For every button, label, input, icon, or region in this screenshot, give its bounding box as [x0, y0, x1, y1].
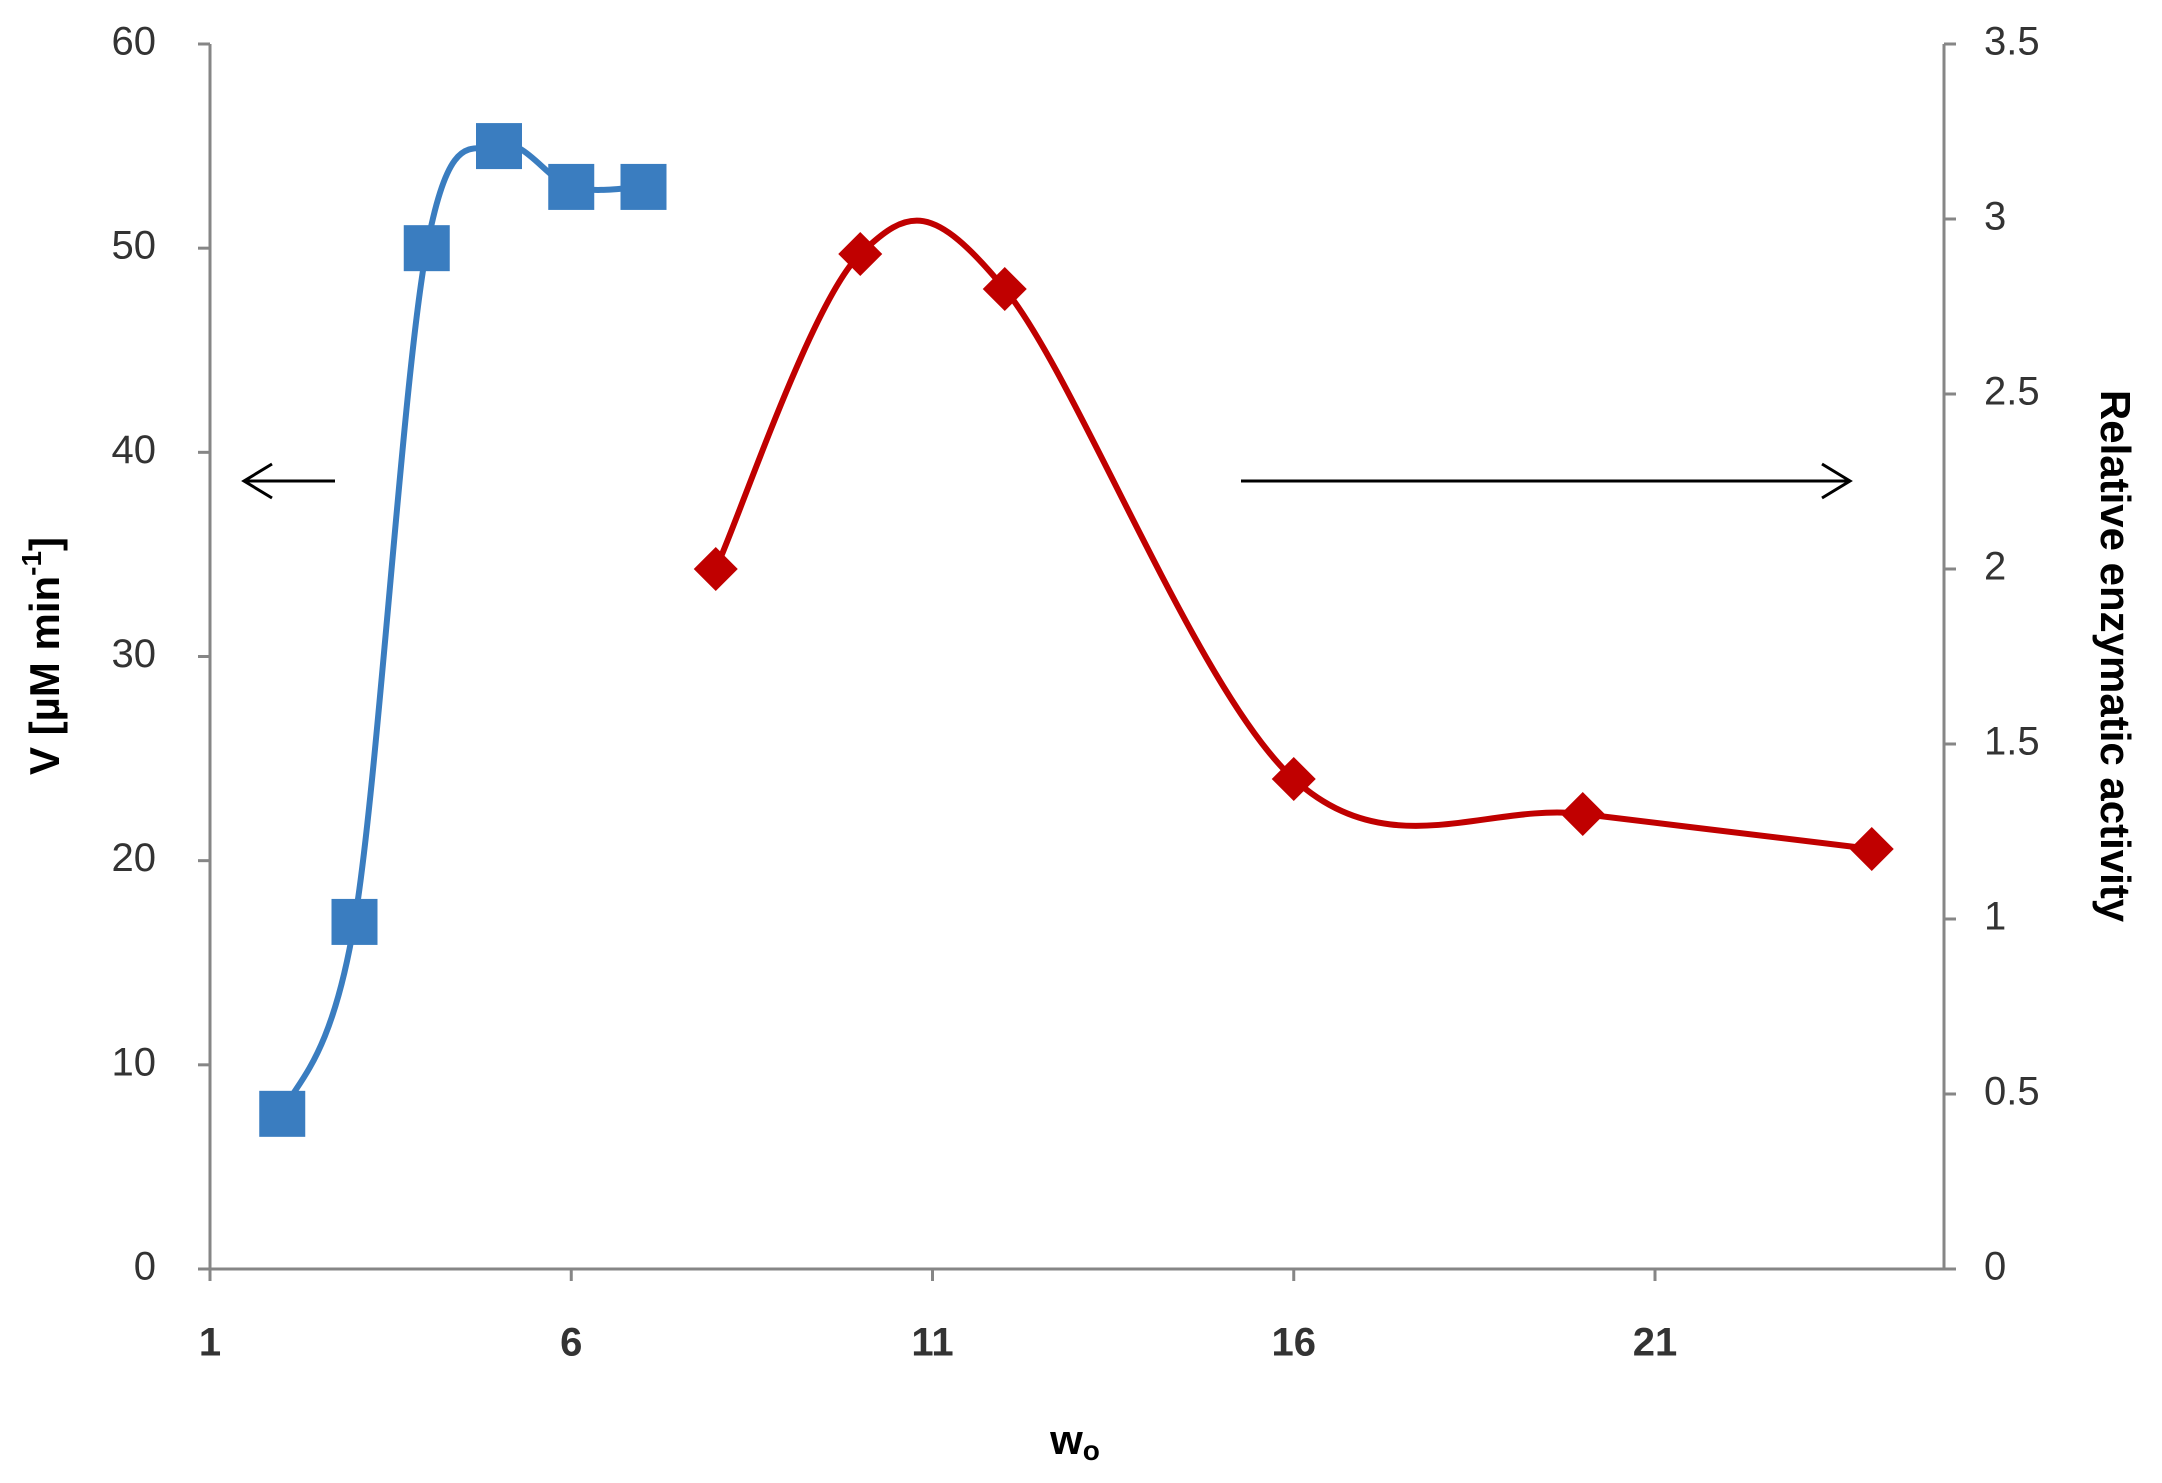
x-tick-label: 21 [1633, 1321, 1678, 1365]
y2-tick-label: 1 [1984, 895, 2006, 939]
y-label-text: V [µM min [21, 576, 68, 775]
marker [1560, 792, 1605, 836]
y2-tick-label: 0 [1984, 1245, 2006, 1289]
marker [476, 123, 522, 170]
y-tick-label: 20 [112, 836, 157, 880]
y2-tick-label: 3.5 [1984, 20, 2040, 64]
x-axis-label: wo [1049, 1416, 1100, 1466]
y2-tick-label: 2 [1984, 545, 2006, 589]
marker [259, 1090, 306, 1137]
y-tick-label: 0 [134, 1245, 156, 1289]
marker [403, 225, 450, 272]
y-tick-label: 40 [112, 428, 157, 472]
y-label-sup: -1 [16, 551, 47, 576]
y2-tick-label: 1.5 [1984, 720, 2040, 764]
y-tick-label: 10 [112, 1040, 157, 1084]
marker [982, 267, 1027, 311]
left-arrow-head [241, 462, 273, 500]
y2-tick-label: 3 [1984, 195, 2006, 239]
x-tick-label: 11 [911, 1321, 953, 1365]
x-tick-label: 1 [199, 1321, 221, 1365]
marker [331, 898, 378, 945]
x-label-sub: o [1083, 1435, 1100, 1466]
x-tick-label: 16 [1272, 1321, 1317, 1365]
marker [838, 232, 883, 276]
marker [548, 163, 595, 210]
y2-axis-label: Relative enzymatic activity [2092, 390, 2139, 923]
y-axis-label: V [µM min-1] [16, 537, 68, 775]
marker [620, 163, 667, 210]
marker [693, 547, 738, 591]
x-tick-label: 6 [560, 1321, 582, 1365]
y-tick-label: 60 [112, 20, 157, 64]
y-tick-label: 30 [112, 632, 157, 676]
y2-tick-label: 0.5 [1984, 1070, 2040, 1114]
right-arrow-head [1821, 462, 1853, 500]
series-line [279, 141, 644, 1115]
y-tick-label: 50 [112, 224, 157, 268]
marker [1271, 757, 1316, 801]
y-label-close: ] [21, 537, 68, 551]
x-label-text: w [1049, 1416, 1083, 1463]
marker [1849, 827, 1894, 871]
series-line [713, 217, 1873, 852]
y2-tick-label: 2.5 [1984, 370, 2040, 414]
